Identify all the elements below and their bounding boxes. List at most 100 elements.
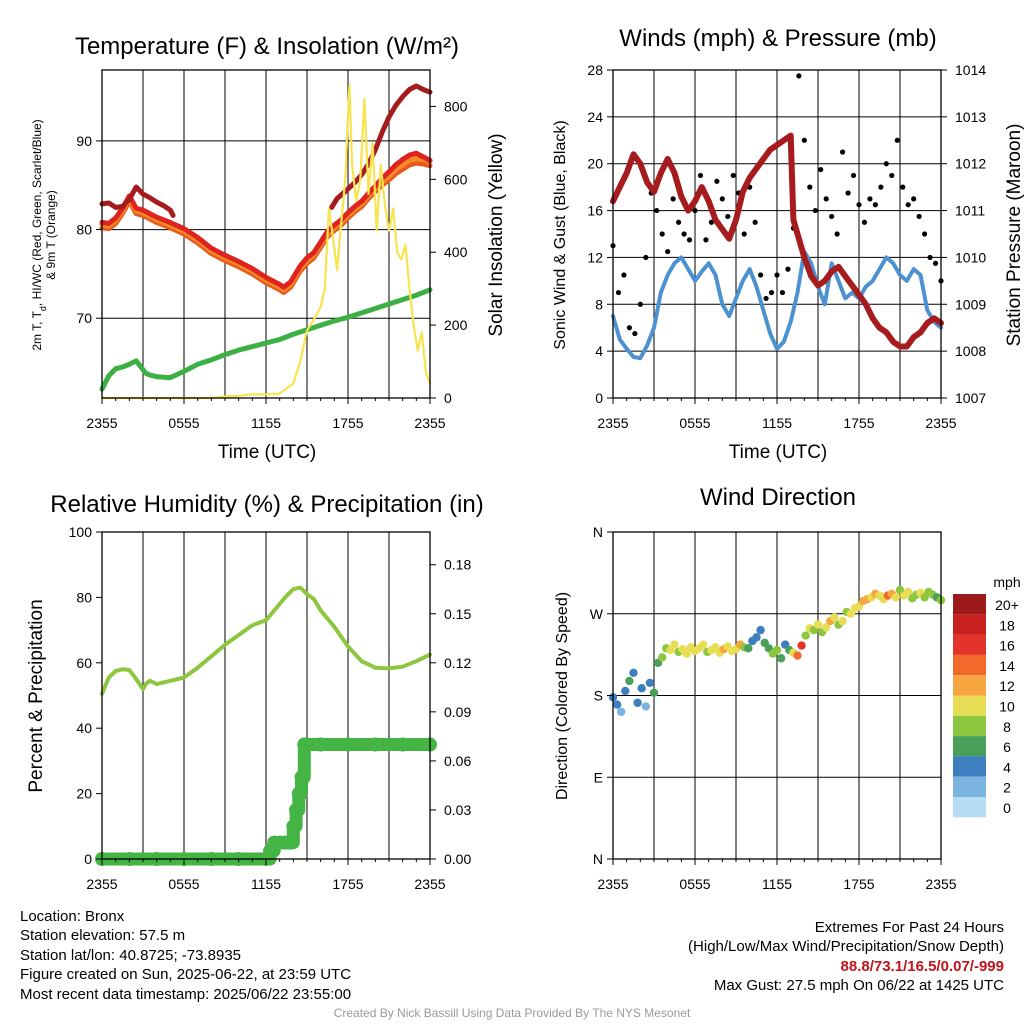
y-tick-label: 24 — [587, 109, 603, 125]
y-tick-label: 4 — [595, 343, 603, 359]
gust-point — [829, 213, 835, 220]
legend-label: 6 — [1003, 739, 1011, 755]
direction-point — [699, 640, 708, 649]
gust-point — [840, 149, 846, 155]
gust-point — [637, 301, 643, 307]
direction-point — [801, 631, 810, 640]
y-tick-label: 20 — [76, 786, 92, 802]
x-tick-label: 1755 — [843, 876, 874, 892]
legend-label: 0 — [1003, 800, 1011, 816]
extremes-title: Extremes For Past 24 Hours — [814, 919, 1004, 936]
speed-legend-title: mph — [993, 574, 1020, 590]
gust-point — [922, 231, 928, 237]
legend-swatch — [953, 634, 986, 655]
humidity-panel-ylabel: Percent & Precipitation — [26, 599, 47, 792]
direction-point — [756, 625, 765, 635]
gust-point — [768, 289, 775, 296]
direction-point — [744, 644, 753, 653]
y-tick-label: N — [593, 524, 603, 540]
extremes-subtitle: (High/Low/Max Wind/Precipitation/Snow De… — [688, 938, 1004, 956]
y2-tick-label: 0.00 — [444, 851, 471, 867]
gust-point — [741, 231, 747, 237]
gust-point — [932, 260, 939, 266]
legend-swatch — [953, 614, 986, 635]
y-tick-label: 90 — [76, 133, 92, 149]
y-tick-label: N — [593, 851, 603, 867]
gust-point — [725, 213, 731, 220]
y-tick-label: 80 — [76, 222, 92, 238]
legend-swatch — [953, 776, 986, 797]
direction-point — [682, 649, 691, 658]
y2-tick-label: 1014 — [955, 62, 986, 78]
y-tick-label: 28 — [587, 62, 603, 78]
gust-point — [916, 213, 922, 220]
gust-point — [654, 207, 660, 214]
humidity-panel: Relative Humidity (%) & Precipitation (i… — [26, 491, 484, 892]
y-tick-label: 60 — [76, 655, 92, 671]
gust-point — [834, 231, 840, 237]
y2-tick-label: 0.03 — [444, 802, 471, 818]
x-tick-label: 2355 — [414, 415, 445, 431]
direction-point — [649, 688, 659, 697]
direction-point — [752, 633, 761, 642]
gust-point — [856, 202, 862, 208]
dewpoint-line — [99, 287, 433, 392]
gust-point — [779, 289, 786, 296]
y2-tick-label: 1010 — [955, 249, 986, 265]
gust-point — [752, 219, 758, 225]
gust-point — [867, 196, 873, 202]
legend-label: 4 — [1003, 759, 1011, 775]
wind-direction-panel: Wind Direction 2355 0555 1155 1755 2355 N E S W N… — [554, 484, 1021, 892]
x-tick-label: 0555 — [679, 415, 710, 431]
pressure-line — [99, 184, 176, 218]
gust-point — [785, 266, 791, 272]
x-tick-label: 1155 — [251, 415, 281, 431]
y-tick-label: 70 — [76, 310, 92, 326]
direction-point — [621, 686, 630, 696]
legend-label: 8 — [1003, 719, 1011, 735]
gust-point — [774, 272, 780, 278]
direction-point — [838, 616, 847, 626]
gust-point — [665, 248, 671, 255]
gust-point — [911, 196, 917, 202]
gust-point — [659, 231, 665, 237]
gust-point — [681, 231, 687, 237]
gust-point — [621, 272, 627, 278]
gust-point — [686, 237, 693, 243]
direction-point — [641, 702, 650, 711]
temperature-panel-ylabel-2: & 9m T (Orange) — [44, 190, 58, 280]
y2-tick-label: 1008 — [955, 343, 986, 359]
gust-point — [676, 219, 682, 225]
sonic-wind-line — [611, 249, 943, 361]
legend-swatch — [953, 594, 986, 615]
y2-tick-label: 1007 — [955, 390, 986, 406]
insolation-line — [100, 83, 432, 400]
gust-point — [850, 172, 857, 179]
x-tick-label: 1755 — [332, 876, 363, 892]
gust-point — [703, 237, 709, 243]
gust-point — [632, 330, 638, 337]
humidity-panel-title: Relative Humidity (%) & Precipitation (i… — [50, 491, 483, 518]
x-tick-label: 1155 — [762, 415, 792, 431]
winds-panel: Winds (mph) & Pressure (mb) 2355 0555 1155… — [552, 25, 1024, 463]
gust-point — [900, 184, 906, 190]
direction-point — [645, 678, 655, 687]
legend-swatch — [953, 797, 986, 818]
legend-swatch — [953, 736, 986, 757]
y-tick-label: 20 — [587, 156, 603, 172]
direction-point — [617, 707, 626, 717]
temperature-line — [99, 150, 433, 290]
gust-point — [719, 196, 725, 202]
winds-panel-y2label: Station Pressure (Maroon) — [1004, 124, 1024, 347]
y2-tick-label: 0.15 — [444, 606, 471, 622]
gust-point — [796, 73, 802, 79]
station-location: Location: Bronx — [20, 908, 125, 925]
legend-swatch — [953, 715, 986, 737]
y2-tick-label: 800 — [444, 98, 468, 114]
y2-tick-label: 0.06 — [444, 753, 471, 769]
legend-swatch — [953, 695, 986, 716]
x-tick-label: 1155 — [251, 876, 281, 892]
direction-point — [797, 641, 806, 650]
temperature-panel-title: Temperature (F) & Insolation (W/m²) — [75, 33, 459, 60]
gust-point — [927, 254, 933, 261]
